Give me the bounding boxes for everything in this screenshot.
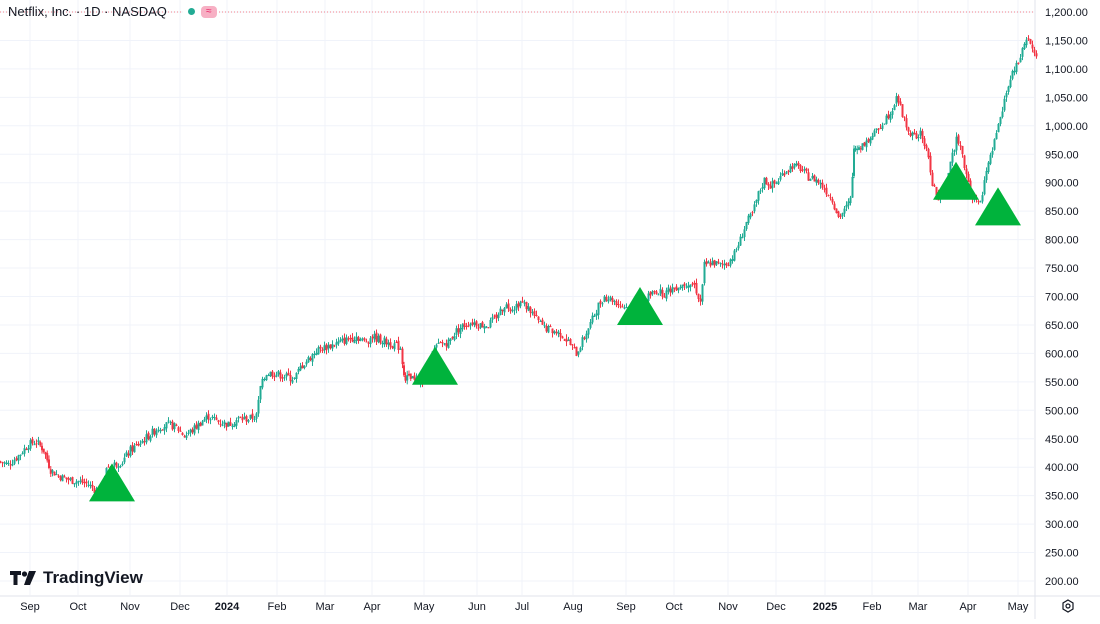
price-tick-label: 1,050.00 xyxy=(1045,92,1088,104)
market-status-dot-icon xyxy=(187,8,195,15)
time-tick-label: Jul xyxy=(515,601,529,613)
price-tick-label: 750.00 xyxy=(1045,263,1079,275)
time-tick-label: Nov xyxy=(718,601,738,613)
candles xyxy=(0,35,1038,498)
time-tick-label: Nov xyxy=(120,601,140,613)
price-tick-label: 700.00 xyxy=(1045,292,1079,304)
time-tick-label: Aug xyxy=(563,601,583,613)
price-tick-label: 950.00 xyxy=(1045,149,1079,161)
time-tick-label: Mar xyxy=(909,601,928,613)
indicator-wave-icon[interactable]: ≈ xyxy=(200,5,217,18)
time-tick-label: Oct xyxy=(69,601,86,613)
price-axis[interactable]: 1,200.00 1,150.00 1,100.00 1,050.00 1,000.00… xyxy=(1045,7,1088,588)
price-tick-label: 350.00 xyxy=(1045,491,1079,503)
time-tick-label: Dec xyxy=(766,601,786,613)
buy-signal-triangle-icon xyxy=(975,187,1021,226)
price-tick-label: 250.00 xyxy=(1045,548,1079,560)
tradingview-logo-mark-icon xyxy=(10,571,36,585)
tradingview-logo-text: TradingView xyxy=(43,568,143,587)
time-tick-label: Sep xyxy=(20,601,40,613)
time-tick-label: Feb xyxy=(268,601,287,613)
price-tick-label: 1,150.00 xyxy=(1045,35,1088,47)
time-tick-label: Jun xyxy=(468,601,486,613)
settings-gear-icon[interactable] xyxy=(1061,599,1075,613)
time-tick-label: 2024 xyxy=(215,601,240,613)
time-tick-label: Mar xyxy=(316,601,335,613)
price-tick-label: 800.00 xyxy=(1045,235,1079,247)
time-axis[interactable]: Sep Oct Nov Dec 2024 Feb Mar Apr May Jun Jul Aug Sep… xyxy=(20,601,1029,613)
buy-signal-triangle-icon xyxy=(617,286,663,325)
buy-signal-triangle-icon xyxy=(933,161,979,200)
price-tick-label: 1,000.00 xyxy=(1045,121,1088,133)
time-tick-label: 2025 xyxy=(813,601,837,613)
buy-signal-triangle-icon xyxy=(412,346,458,385)
time-tick-label: Dec xyxy=(170,601,190,613)
symbol-title: Netflix, Inc. · 1D · NASDAQ xyxy=(8,4,167,19)
price-tick-label: 500.00 xyxy=(1045,405,1079,417)
price-tick-label: 900.00 xyxy=(1045,178,1079,190)
legend-status-pill[interactable]: ≈ xyxy=(182,5,219,18)
time-tick-label: Sep xyxy=(616,601,636,613)
price-tick-label: 300.00 xyxy=(1045,519,1079,531)
buy-signal-triangle-icon xyxy=(89,463,135,502)
time-tick-label: Apr xyxy=(959,601,976,613)
time-tick-label: Feb xyxy=(863,601,882,613)
price-tick-label: 850.00 xyxy=(1045,206,1079,218)
price-tick-label: 200.00 xyxy=(1045,576,1079,588)
price-tick-label: 450.00 xyxy=(1045,434,1079,446)
symbol-legend[interactable]: Netflix, Inc. · 1D · NASDAQ ≈ xyxy=(8,4,219,19)
time-tick-label: May xyxy=(414,601,435,613)
price-tick-label: 400.00 xyxy=(1045,462,1079,474)
time-tick-label: Apr xyxy=(363,601,380,613)
time-tick-label: Oct xyxy=(665,601,682,613)
time-tick-label: May xyxy=(1008,601,1029,613)
price-tick-label: 600.00 xyxy=(1045,348,1079,360)
price-tick-label: 650.00 xyxy=(1045,320,1079,332)
price-tick-label: 550.00 xyxy=(1045,377,1079,389)
buy-signal-markers xyxy=(89,161,1021,502)
tradingview-logo[interactable]: TradingView xyxy=(10,568,143,588)
price-tick-label: 1,100.00 xyxy=(1045,64,1088,76)
price-tick-label: 1,200.00 xyxy=(1045,7,1088,19)
